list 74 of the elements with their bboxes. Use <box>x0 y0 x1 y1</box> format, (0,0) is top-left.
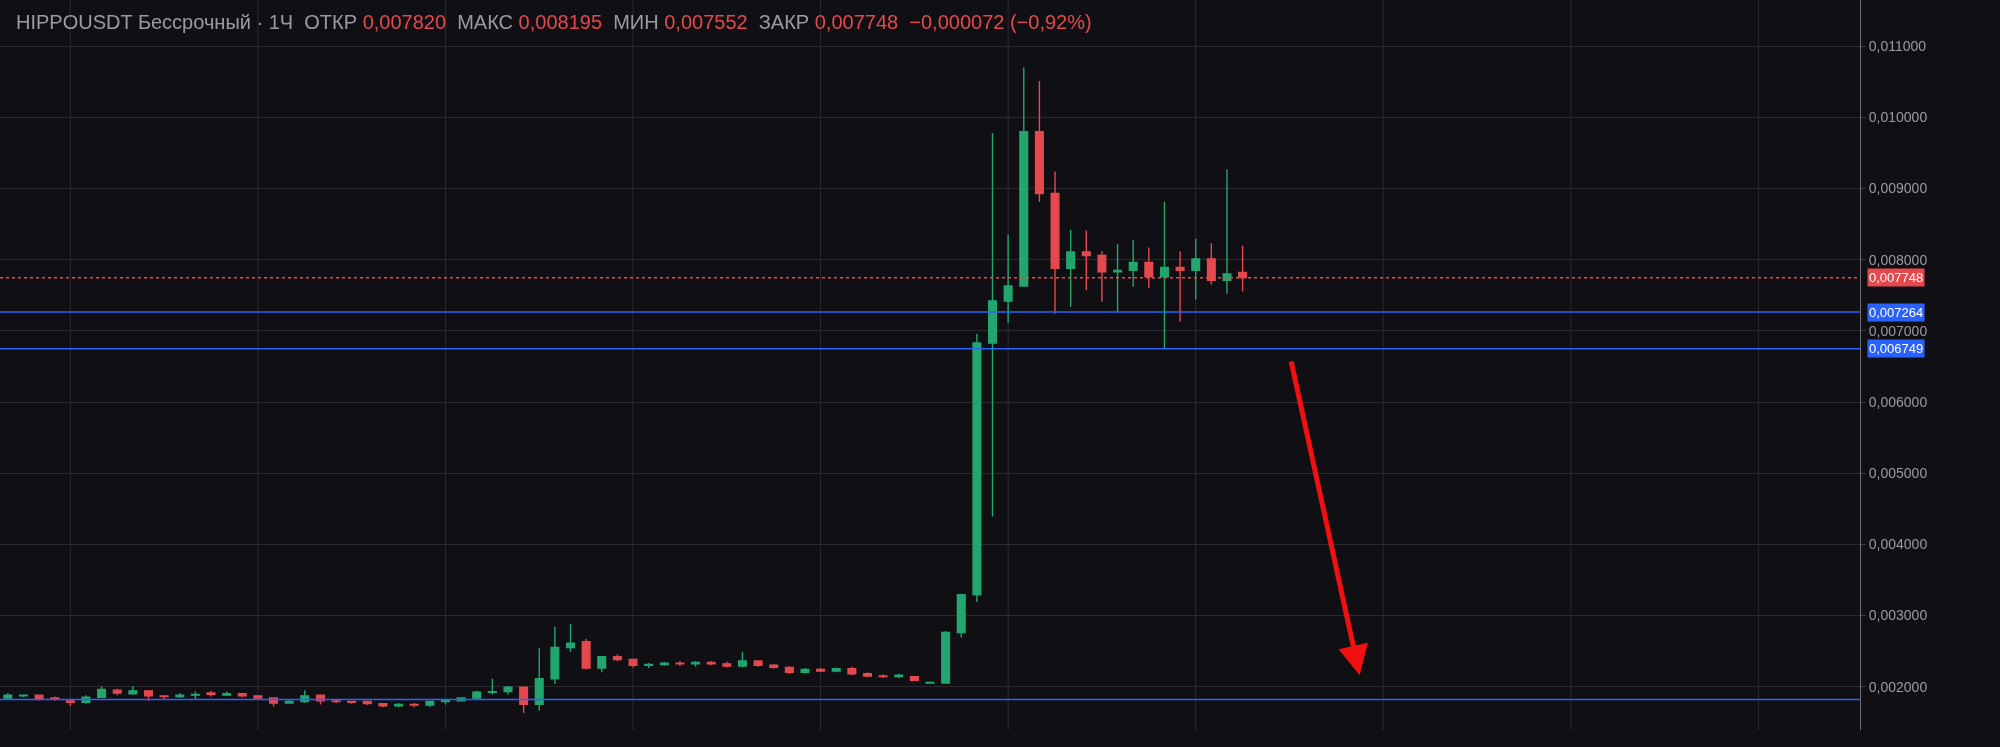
candlestick <box>425 700 435 708</box>
candlestick <box>675 660 685 667</box>
candlestick <box>143 689 154 702</box>
candlestick <box>1191 238 1201 301</box>
annotation: 0,007552 <box>664 11 748 33</box>
ref-line-label: 0,007748 <box>1869 270 1924 285</box>
y-tick-label: 0,008000 <box>1868 251 1928 268</box>
candlestick <box>97 685 107 699</box>
annotation: 0,007820 <box>362 11 447 33</box>
y-tick-label: 0,005000 <box>1868 465 1928 482</box>
candlestick <box>691 660 701 668</box>
y-tick-label: 0,004000 <box>1868 536 1928 553</box>
candlestick <box>503 685 513 696</box>
candlestick <box>1128 239 1138 288</box>
candlestick <box>847 665 857 676</box>
annotation: 0,008195 <box>518 11 603 33</box>
candlestick <box>1222 168 1232 295</box>
candlestick <box>706 660 716 666</box>
y-tick-label: 0,011000 <box>1868 38 1927 55</box>
candlestick <box>18 693 28 698</box>
candlestick <box>581 638 591 671</box>
candlestick <box>800 667 810 675</box>
y-tick-label: 0,009000 <box>1868 180 1928 197</box>
candlestick <box>222 690 232 697</box>
annotation: МАКС <box>457 11 514 33</box>
candlestick <box>987 132 998 518</box>
candlestick <box>659 661 669 667</box>
candlestick <box>237 693 247 698</box>
candlestick <box>206 690 216 698</box>
annotation: ОТКР <box>304 11 358 33</box>
y-tick-label: 0,006000 <box>1868 393 1928 410</box>
candlestick <box>862 671 873 679</box>
text: HIPPOUSDT Бессрочный · 1Ч <box>16 11 294 33</box>
candlestick <box>816 667 826 674</box>
candlestick <box>1019 66 1029 287</box>
candlestick <box>112 688 122 696</box>
candlestick <box>1113 243 1123 313</box>
candlestick <box>487 678 497 696</box>
annotation: МИН <box>613 11 659 33</box>
annotation: 0,007748 <box>814 11 899 33</box>
candlestick <box>597 655 607 674</box>
y-tick-label: 0,003000 <box>1868 607 1928 624</box>
candlestick <box>550 626 560 685</box>
candlestick <box>1003 234 1013 324</box>
candlestick <box>1034 80 1044 203</box>
annotation: −0,000072 (−0,92%) <box>909 11 1092 33</box>
candlestick <box>956 593 966 639</box>
ref-line-label: 0,006749 <box>1869 341 1924 356</box>
candlestick <box>722 661 732 669</box>
candlestick <box>378 702 388 708</box>
candlestick <box>253 695 263 701</box>
candlestick <box>737 651 747 669</box>
candlestick <box>972 332 982 603</box>
candlestick <box>941 630 951 684</box>
candlestick <box>534 647 544 712</box>
candlestick <box>753 659 763 668</box>
annotation: ЗАКР <box>758 11 810 33</box>
candlestick <box>284 699 294 705</box>
candlestick <box>472 690 482 700</box>
candlestick <box>909 675 919 682</box>
y-tick-label: 0,007000 <box>1868 322 1928 339</box>
candlestick <box>1066 229 1076 308</box>
ref-line-label: 0,007264 <box>1869 305 1924 320</box>
y-tick-label: 0,010000 <box>1868 109 1928 126</box>
candlestick <box>175 692 185 699</box>
candlestick <box>628 658 638 669</box>
candlestick <box>519 685 529 714</box>
candlestick <box>3 692 13 701</box>
candlestick <box>394 702 404 708</box>
candlestick <box>831 666 841 674</box>
y-tick-label: 0,002000 <box>1868 678 1928 695</box>
candlestick <box>128 685 138 696</box>
candlestick <box>1159 201 1169 350</box>
candlestick <box>565 623 576 653</box>
